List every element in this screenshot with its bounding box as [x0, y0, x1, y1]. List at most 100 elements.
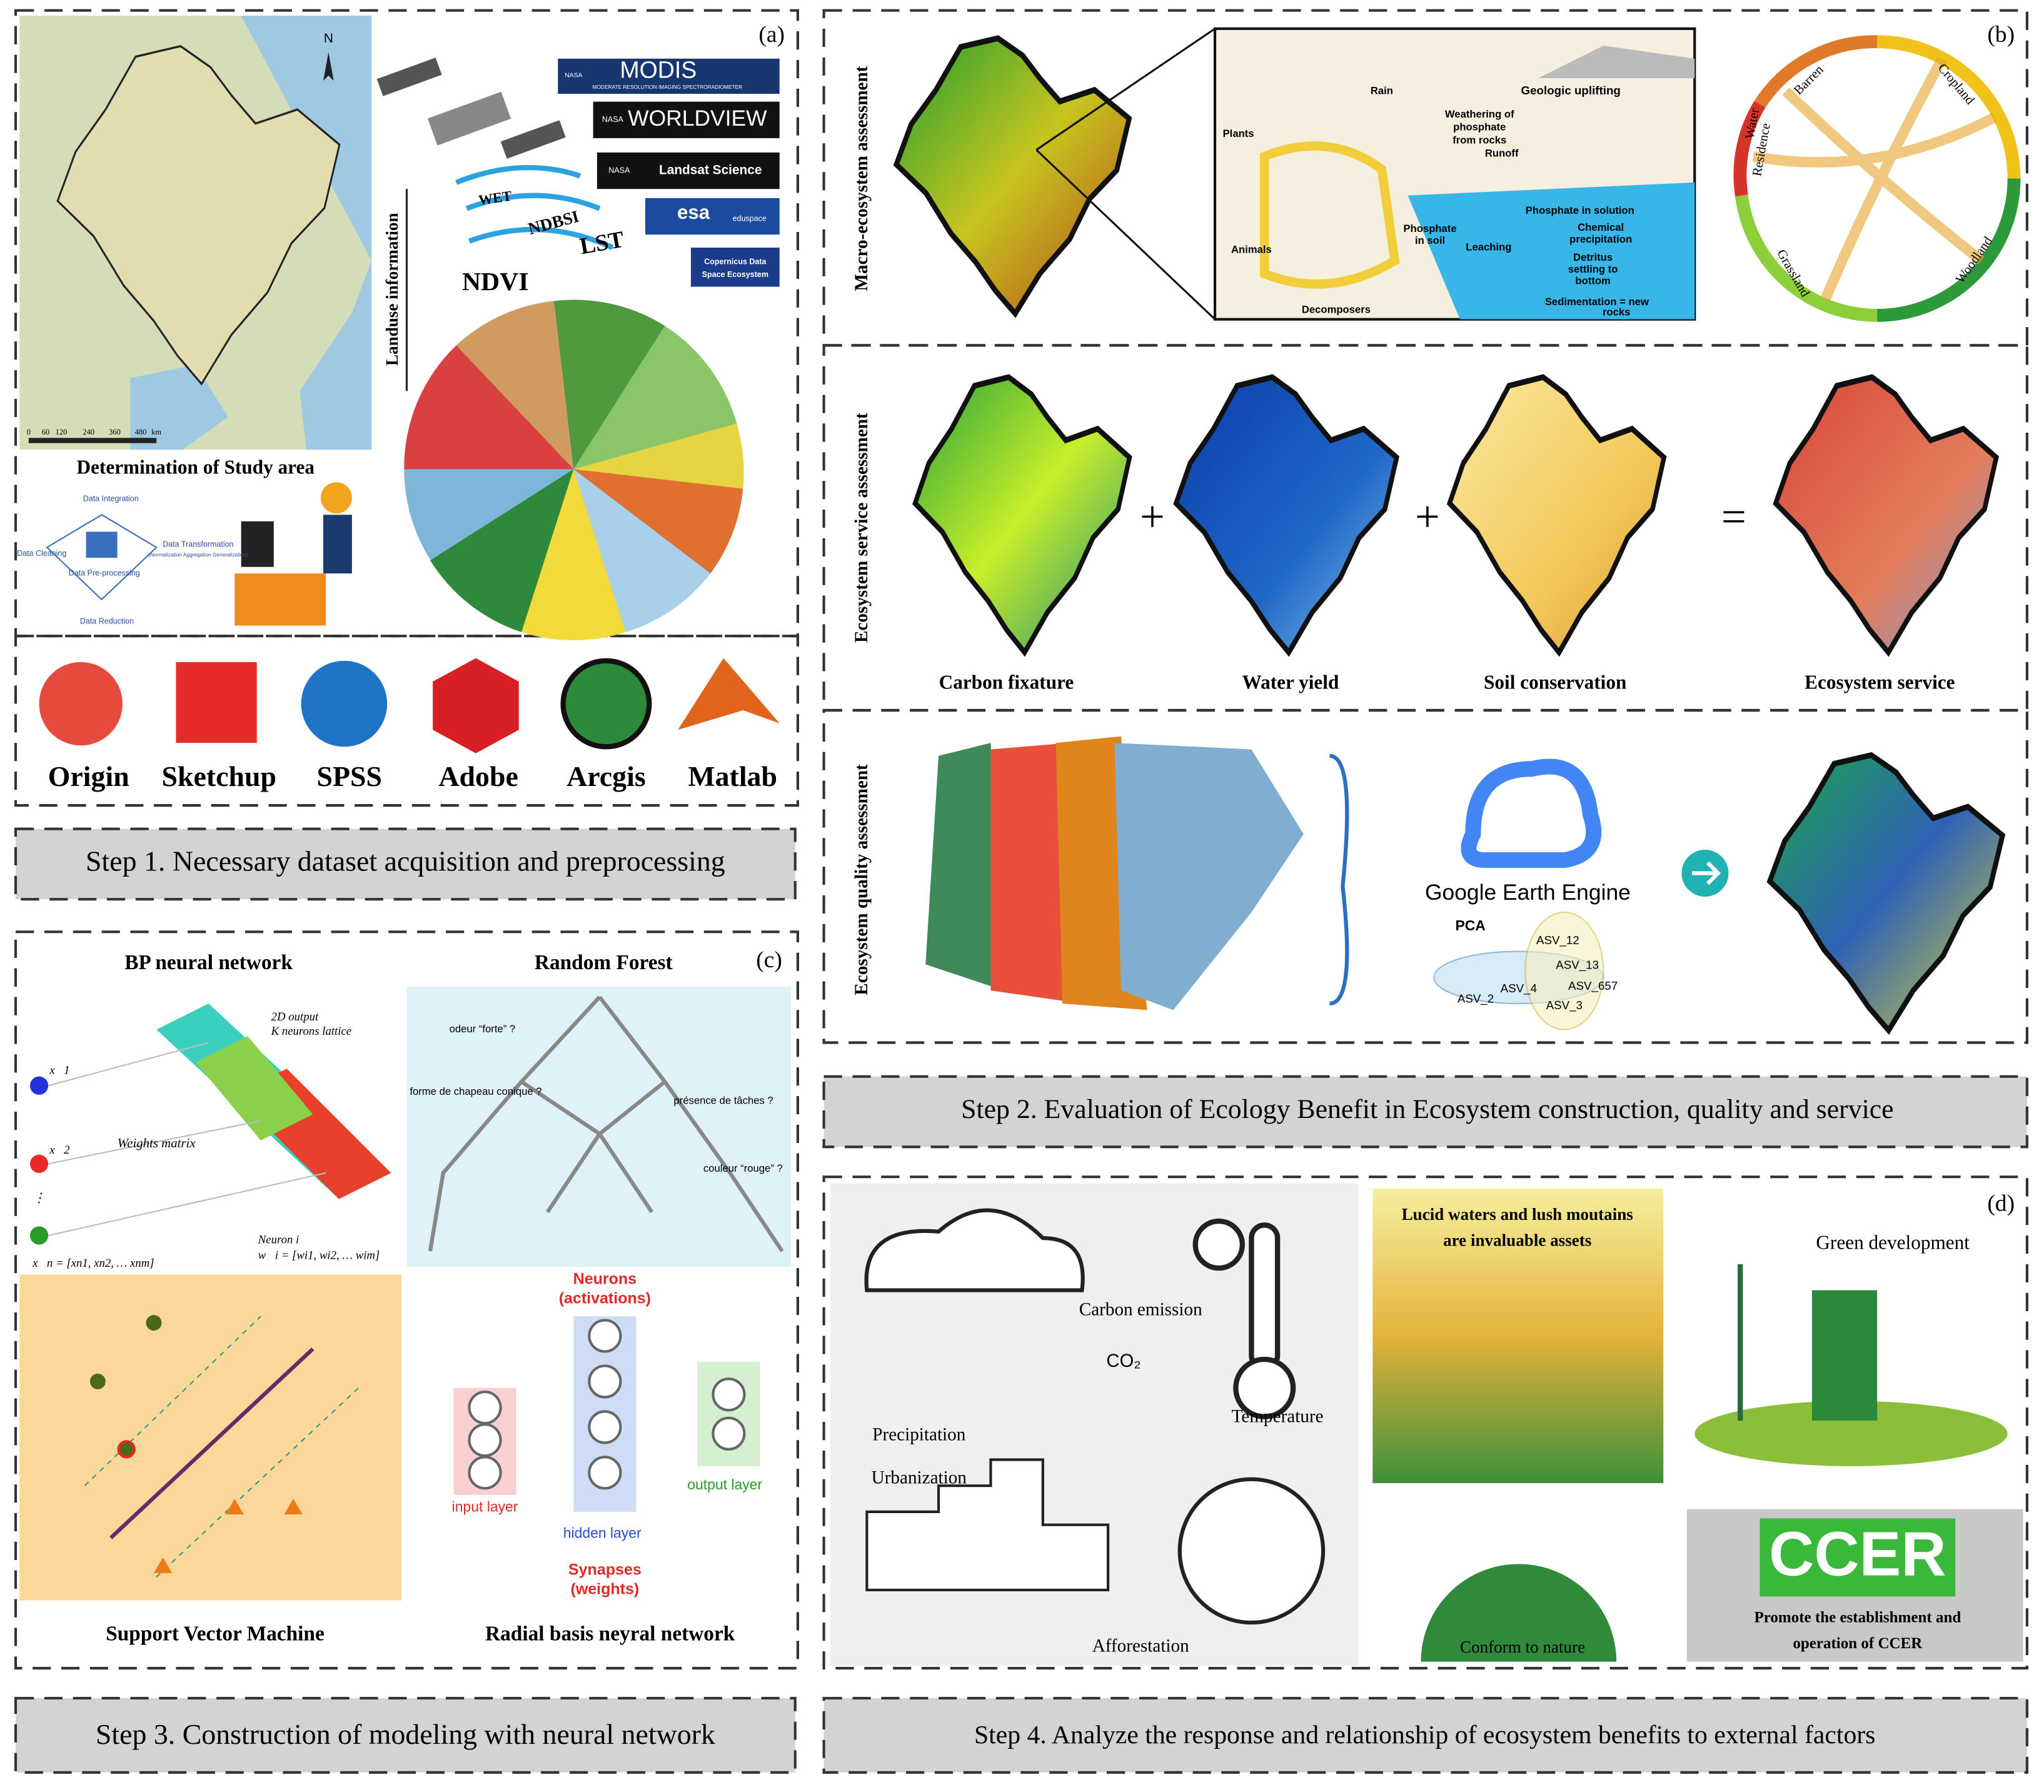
section-title: Ecosystem quality assessment: [852, 764, 872, 995]
panel-label: (d): [1987, 1191, 2015, 1217]
step4-box: [822, 1696, 2028, 1774]
arrow: [1692, 861, 1721, 885]
scale-label: 120: [56, 428, 68, 436]
panel-label: (b): [1987, 22, 2015, 48]
green-ground: [1694, 1401, 2008, 1466]
label: Copernicus Data: [704, 257, 767, 266]
pie-slice: [456, 301, 574, 470]
cycle-mountain: [1538, 45, 1695, 79]
index-label: NDVI: [462, 268, 529, 296]
monitor: [241, 521, 274, 567]
caption: Determination of Study area: [76, 456, 315, 478]
brace: [1329, 753, 1349, 1006]
quality-frame: [822, 708, 2028, 1044]
gee-logo: [1461, 758, 1602, 868]
label: MODERATE RESOLUTION IMAGING SPECTRORADIO…: [593, 84, 743, 90]
cycle-label: Animals: [1231, 244, 1272, 256]
label: Lucid waters and lush moutains: [1402, 1205, 1633, 1224]
worker-head: [320, 482, 352, 514]
model-title: Support Vector Machine: [106, 1623, 325, 1646]
axis-label: Landuse information: [383, 213, 401, 365]
cycle-label: rocks: [1603, 306, 1630, 318]
label: output layer: [687, 1476, 762, 1492]
worker-body: [323, 515, 352, 574]
step-title: Step 4. Analyze the response and relatio…: [974, 1721, 1875, 1749]
mountain-painting: [1372, 1188, 1664, 1484]
cycle-label: Decomposers: [1302, 303, 1371, 315]
cycle-label: Detritus: [1573, 251, 1613, 263]
step-title: Step 1. Necessary dataset acquisition an…: [86, 845, 725, 877]
thermometer-bulb: [1233, 1356, 1296, 1419]
map-caption: Ecosystem service: [1805, 671, 1955, 693]
label: Carbon emission: [1079, 1300, 1202, 1320]
cycle-label: Leaching: [1466, 241, 1511, 253]
label: Data Pre-processing: [69, 568, 140, 577]
logo-text: MODIS: [620, 57, 697, 83]
panel-d-art: [830, 1183, 2023, 1666]
panel-a-art: [19, 16, 780, 641]
origin-icon: [39, 662, 123, 746]
desk: [234, 573, 326, 626]
copernicus-logo: [690, 248, 780, 287]
satellite: [427, 91, 511, 146]
zoom-line: [1035, 149, 1216, 320]
rbf-nodes: [468, 1319, 746, 1490]
earth-half: [1421, 1564, 1617, 1662]
globe: [1177, 1477, 1326, 1625]
scale-label: 0: [27, 428, 31, 436]
pie-slice: [521, 469, 626, 641]
scale-label: 360: [109, 428, 121, 436]
bp-label: w⃗i = [wi1, wi2, … wim]: [258, 1249, 380, 1262]
preprocess-cycle: [46, 514, 158, 601]
label: Data Cleaning: [17, 549, 66, 558]
panel-d-frame: [822, 1175, 2028, 1670]
label: eduspace: [733, 214, 767, 223]
label: Promote the establishment and: [1754, 1609, 1961, 1626]
weights: [48, 1042, 326, 1236]
cycle-label: Plants: [1223, 128, 1254, 139]
cycle-label: Phosphate: [1403, 223, 1456, 234]
sketchup-icon: [176, 662, 257, 743]
software-icons: [39, 658, 780, 753]
cycle-label: Phosphate in solution: [1526, 204, 1634, 216]
label: Afforestation: [1092, 1636, 1189, 1656]
scale-bar: [28, 438, 157, 443]
panel-b-art: [897, 27, 2021, 1030]
labels: (a) N 0 60 120 240 360 480 km Determination of St…: [17, 22, 2015, 1750]
software-name: Matlab: [688, 760, 777, 792]
chord-arc: [1754, 35, 1878, 108]
software-name: Arcgis: [566, 760, 646, 792]
asv-label: ASV_12: [1536, 934, 1579, 947]
cycle-label: Sedimentation = new: [1545, 296, 1649, 308]
rf-question: couleur “rouge” ?: [703, 1162, 783, 1174]
label: Conform to nature: [1460, 1638, 1585, 1656]
cycle-arrow: [1259, 141, 1400, 289]
software-name: SPSS: [316, 760, 382, 792]
model-title: Random Forest: [535, 951, 673, 974]
label: Urbanization: [872, 1467, 967, 1487]
spss-icon: [301, 660, 388, 747]
ccer-logo: CCER: [1769, 1519, 1946, 1589]
pie-slice: [430, 469, 574, 632]
logo-text: Landsat Science: [659, 163, 762, 178]
bp-label: K neurons lattice: [271, 1025, 351, 1038]
sea: [241, 16, 372, 450]
panel-c-art: [19, 986, 792, 1601]
bp-label: 2D output: [271, 1010, 319, 1024]
operator: +: [1140, 493, 1165, 541]
worldview-logo: [593, 101, 780, 138]
input-node: [29, 1226, 49, 1245]
svm-bg: [19, 1274, 402, 1601]
bp-label: x⃗1: [49, 1064, 69, 1077]
asv-label: ASV_4: [1501, 982, 1537, 995]
scale-label: 240: [83, 428, 94, 436]
esa-logo: [645, 198, 780, 235]
som-lattice: [195, 1036, 313, 1140]
svm-margin: [156, 1387, 360, 1578]
map-caption: Soil conservation: [1484, 671, 1626, 693]
software-frame: [14, 635, 799, 807]
svm-point: [89, 1373, 106, 1389]
label: Data Integration: [83, 495, 139, 503]
section-title: Ecosystem service assessment: [852, 413, 872, 643]
cycle-label: Geologic uplifting: [1521, 84, 1621, 97]
